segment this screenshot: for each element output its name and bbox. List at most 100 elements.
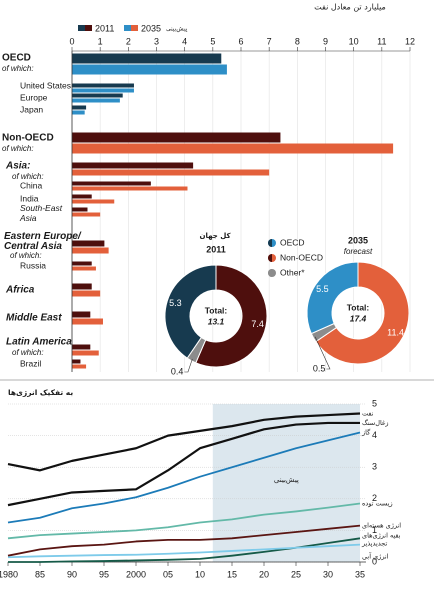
x-tick-label: 90 <box>67 569 77 579</box>
bar <box>72 83 134 88</box>
bar <box>72 283 92 290</box>
category-label: United States <box>20 80 71 90</box>
y-tick-label: 4 <box>372 430 377 440</box>
category-label: Russia <box>20 260 46 270</box>
bar <box>72 344 91 350</box>
x-tick-label: 12 <box>405 36 415 46</box>
pie-group-title: کل جهان <box>199 232 231 240</box>
total-label: Total: <box>205 305 228 315</box>
x-tick-label: 1980 <box>0 569 18 579</box>
series-label: زیست توده <box>362 500 393 508</box>
category-label: South-East Asia <box>19 203 63 223</box>
category-label: Eastern Europe/Central Asia <box>4 231 82 252</box>
pie-title: 2035 <box>348 235 368 245</box>
bar <box>72 266 96 271</box>
x-tick-label: 10 <box>195 569 205 579</box>
x-tick-label: 2 <box>126 36 131 46</box>
total-label: Total: <box>347 302 370 312</box>
category-sublabel: of which: <box>2 144 34 153</box>
pie-slice <box>306 261 359 335</box>
bar <box>72 240 105 247</box>
pie-legend-label: Non-OECD <box>280 252 323 262</box>
y-tick-label: 3 <box>372 462 377 472</box>
x-tick-label: 10 <box>349 36 359 46</box>
x-tick-label: 6 <box>238 36 243 46</box>
series-label: نفت <box>362 409 374 417</box>
bar <box>72 93 123 98</box>
legend-swatch <box>131 25 138 31</box>
axis-unit: میلیارد تن معادل نفت <box>314 3 386 12</box>
x-tick-label: 35 <box>355 569 365 579</box>
line-series <box>7 543 361 559</box>
category-label: Non-OECD <box>2 133 54 144</box>
x-tick-label: 85 <box>35 569 45 579</box>
legend-swatch <box>78 25 85 31</box>
slice-label: 5.3 <box>169 298 182 308</box>
bar <box>72 350 99 356</box>
legend-label: 2035 <box>141 23 161 33</box>
total-value: 17.4 <box>350 313 367 323</box>
pie-legend-label: OECD <box>280 237 305 247</box>
x-tick-label: 15 <box>227 569 237 579</box>
x-tick-label: 4 <box>182 36 187 46</box>
legend-label: 2011 <box>95 23 114 33</box>
pie-slice <box>195 264 268 368</box>
x-tick-label: 30 <box>323 569 333 579</box>
leader-line <box>314 336 331 370</box>
line-series <box>7 431 361 524</box>
category-label: Japan <box>20 104 43 114</box>
category-label: Europe <box>20 92 48 102</box>
bar <box>72 207 88 212</box>
legend-swatch <box>85 25 92 31</box>
x-tick-label: 25 <box>291 569 301 579</box>
series-label: انرژی هسته‌ای <box>362 522 401 530</box>
y-tick-label: 5 <box>372 398 377 408</box>
bar <box>72 199 115 204</box>
bar <box>72 162 194 169</box>
category-label: Middle East <box>6 313 62 324</box>
legend-dot-half <box>268 239 272 247</box>
slice-label: 0.4 <box>171 366 184 376</box>
category-label: OECD <box>2 53 31 64</box>
pie-title: 2011 <box>206 244 226 254</box>
x-tick-label: 05 <box>163 569 173 579</box>
x-tick-label: 2000 <box>126 569 146 579</box>
bar <box>72 364 87 369</box>
y-tick-label: 2 <box>372 493 377 503</box>
pie-subtitle: forecast <box>344 247 373 256</box>
y-tick-label: 0 <box>372 556 377 566</box>
x-tick-label: 5 <box>210 36 215 46</box>
category-label: China <box>20 180 42 190</box>
category-label: Asia: <box>5 161 30 172</box>
bar <box>72 290 101 297</box>
category-label: Africa <box>5 285 35 296</box>
bar <box>72 53 222 64</box>
line-series <box>7 412 361 472</box>
bar <box>72 169 270 176</box>
category-sublabel: of which: <box>10 251 42 260</box>
series-label: انرژی آبی <box>362 552 389 561</box>
bar <box>72 311 91 318</box>
bar <box>72 64 227 75</box>
x-tick-label: 20 <box>259 569 269 579</box>
x-tick-label: 7 <box>267 36 272 46</box>
bar <box>72 247 109 254</box>
pie-slice <box>164 264 217 359</box>
slice-label: 5.5 <box>316 284 329 294</box>
bar <box>72 110 85 115</box>
chart-title: به تفکیک انرژی‌ها <box>8 388 73 397</box>
pie-legend-label: Other* <box>280 267 305 277</box>
slice-label: 7.4 <box>251 319 264 329</box>
bar <box>72 359 81 364</box>
x-tick-label: 95 <box>99 569 109 579</box>
series-label: بقیه انرژی‌های تجدیدپذیر <box>361 531 401 547</box>
bar <box>72 143 394 154</box>
bar <box>72 181 151 186</box>
slice-label: 0.5 <box>313 363 326 373</box>
x-tick-label: 0 <box>69 36 74 46</box>
bar <box>72 318 103 325</box>
bar <box>72 105 87 110</box>
total-value: 13.1 <box>208 316 225 326</box>
series-label: گاز <box>361 428 371 436</box>
